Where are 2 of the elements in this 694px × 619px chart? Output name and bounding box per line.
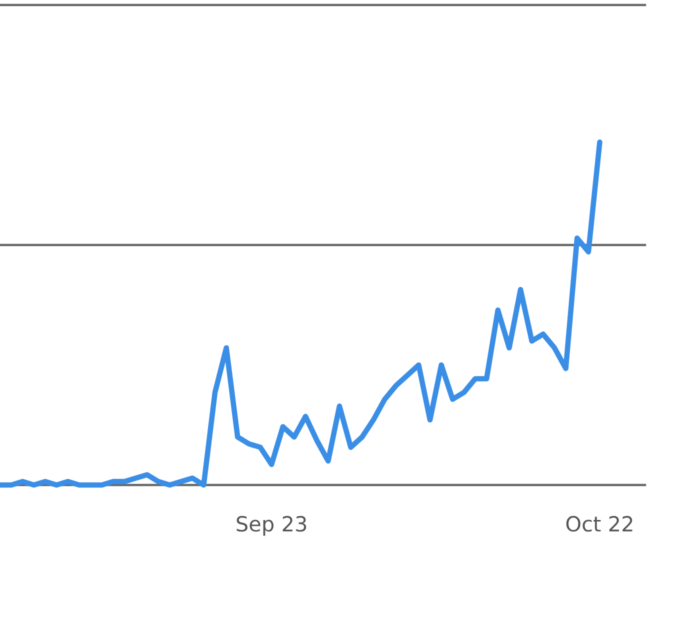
x-tick-label: Oct 22 xyxy=(566,516,632,532)
x-tick-label: Sep 23 xyxy=(236,516,306,536)
